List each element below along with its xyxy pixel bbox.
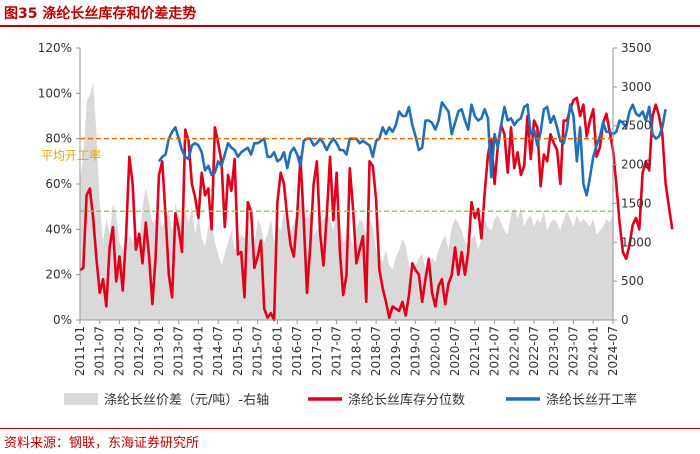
chart: 平均开工率 0% 20% 40% 60% 80% 100% 120% 0 500 1000 1500…: [38, 41, 674, 408]
x-tick-label: 2011-01: [73, 326, 87, 376]
y-right-tick-label: 1000: [621, 235, 652, 249]
annotation-label: 平均开工率: [41, 148, 101, 163]
y-right-tick-label: 0: [621, 313, 629, 327]
y-right-tick-label: 1500: [621, 196, 652, 210]
axes: 0% 20% 40% 60% 80% 100% 120% 0 500 1000 1500 2000 25…: [38, 41, 652, 376]
x-tick-label: 2021-07: [488, 326, 502, 376]
legend-swatch: [64, 393, 98, 405]
x-tick-label: 2024-01: [586, 326, 600, 376]
x-tick-label: 2022-07: [527, 326, 541, 376]
y-left-tick-label: 40%: [45, 222, 72, 236]
y-left-tick-label: 60%: [45, 177, 72, 191]
x-tick-label: 2020-07: [448, 326, 462, 376]
y-right-tick-label: 500: [621, 274, 644, 288]
legend-label: 涤纶长丝开工率: [546, 392, 637, 408]
chart-title: 图35 涤纶长丝库存和价差走势: [4, 6, 197, 22]
plot-area: 平均开工率: [41, 82, 674, 322]
source-note: 资料来源：钢联，东海证券研究所: [4, 436, 200, 451]
y-left-tick-label: 80%: [45, 132, 72, 146]
x-tick-label: 2020-01: [428, 326, 442, 376]
y-right-tick-label: 2500: [621, 119, 652, 133]
x-tick-label: 2014-01: [191, 326, 205, 376]
x-tick-label: 2016-07: [290, 326, 304, 376]
x-tick-label: 2012-01: [112, 326, 126, 376]
x-tick-label: 2011-07: [93, 326, 107, 376]
y-left-tick-label: 20%: [45, 268, 72, 282]
x-tick-label: 2012-07: [132, 326, 146, 376]
legend-label: 涤纶长丝库存分位数: [348, 392, 465, 408]
x-tick-label: 2023-07: [567, 326, 581, 376]
x-tick-label: 2019-01: [389, 326, 403, 376]
x-tick-label: 2018-07: [369, 326, 383, 376]
x-tick-label: 2017-01: [310, 326, 324, 376]
y-left-tick-label: 0%: [53, 313, 72, 327]
x-tick-label: 2014-07: [211, 326, 225, 376]
title-divider: [0, 25, 700, 27]
x-tick-label: 2013-01: [152, 326, 166, 376]
legend: 涤纶长丝价差（元/吨）-右轴 涤纶长丝库存分位数 涤纶长丝开工率: [64, 392, 637, 408]
x-tick-label: 2018-01: [349, 326, 363, 376]
legend-item-inventory-percentile: 涤纶长丝库存分位数: [308, 392, 465, 408]
y-right-tick-label: 3000: [621, 80, 652, 94]
y-right-tick-label: 3500: [621, 41, 652, 55]
x-tick-label: 2015-01: [231, 326, 245, 376]
legend-label: 涤纶长丝价差（元/吨）-右轴: [104, 393, 269, 408]
x-tick-label: 2021-01: [468, 326, 482, 376]
series-line-operating-rate: [157, 101, 667, 197]
x-tick-label: 2013-07: [172, 326, 186, 376]
y-left-tick-label: 120%: [38, 41, 72, 55]
x-tick-label: 2023-01: [547, 326, 561, 376]
series-area-price-spread: [80, 82, 613, 320]
legend-item-operating-rate: 涤纶长丝开工率: [506, 392, 637, 408]
x-tick-label: 2016-01: [270, 326, 284, 376]
x-tick-label: 2015-07: [251, 326, 265, 376]
x-tick-label: 2017-07: [330, 326, 344, 376]
footer-divider: [0, 428, 700, 429]
y-left-tick-label: 100%: [38, 86, 72, 100]
y-right-tick-label: 2000: [621, 158, 652, 172]
x-tick-label: 2024-07: [606, 326, 620, 376]
series-line-inventory-percentile: [79, 96, 674, 322]
x-tick-label: 2019-07: [409, 326, 423, 376]
legend-item-price-spread: 涤纶长丝价差（元/吨）-右轴: [64, 393, 269, 408]
x-tick-label: 2022-01: [507, 326, 521, 376]
